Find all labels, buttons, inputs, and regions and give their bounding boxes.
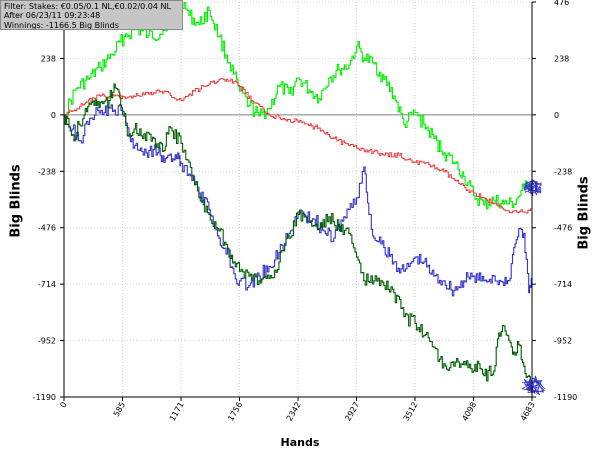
scribble-mark [521, 375, 545, 396]
x-tick-label: 0 [58, 401, 68, 410]
y-tick-label-right: 0 [554, 111, 559, 120]
y-tick-label-left: -714 [38, 280, 56, 289]
series-line [64, 1, 533, 210]
y-tick-label-left: -238 [38, 167, 56, 176]
y-tick-label-right: 476 [554, 0, 569, 7]
y-tick-label-left: -476 [38, 224, 56, 233]
y-tick-label-right: -476 [554, 224, 572, 233]
series-line [64, 83, 533, 393]
filter-winnings-text: Winnings: -1166.5 Big Blinds [4, 20, 119, 30]
y-tick-label-right: -238 [554, 167, 572, 176]
filter-stakes-text: Filter: Stakes: €0.05/0.1 NL,€0.02/0.04 … [4, 2, 171, 11]
y-tick-label-left: 0 [51, 111, 56, 120]
y-tick-label-right: -1190 [554, 393, 577, 402]
y-tick-label-right: -952 [554, 337, 572, 346]
scribble-mark [523, 179, 542, 197]
y-tick-label-right: 238 [554, 54, 569, 63]
y-axis-title-left: Big Blinds [8, 164, 24, 238]
series-line [64, 78, 533, 214]
x-axis-title: Hands [280, 436, 320, 449]
y-tick-label-left: -952 [38, 337, 56, 346]
axes: 47647623823800-238-238-476-476-714-714-9… [33, 0, 578, 423]
end-scribbles [521, 179, 545, 396]
x-tick-label: 3512 [402, 401, 420, 423]
y-tick-label-right: -714 [554, 280, 572, 289]
x-tick-label: 4098 [460, 401, 478, 423]
x-tick-label: 1756 [226, 401, 244, 423]
y-axis-title-right: Big Blinds [576, 176, 592, 250]
filter-info-box: Filter: Stakes: €0.05/0.1 NL,€0.02/0.04 … [0, 0, 183, 30]
y-tick-label-left: 238 [41, 54, 56, 63]
filter-date-text: After 06/23/11 09:23:48 [4, 11, 101, 21]
x-tick-label: 2927 [343, 401, 361, 423]
gridlines [63, 1, 533, 398]
series-layer [64, 1, 533, 393]
x-tick-label: 4683 [519, 401, 537, 423]
x-tick-label: 585 [112, 401, 127, 419]
x-tick-label: 1171 [168, 401, 186, 423]
x-tick-label: 2342 [285, 401, 303, 423]
y-tick-label-left: -1190 [33, 393, 56, 402]
